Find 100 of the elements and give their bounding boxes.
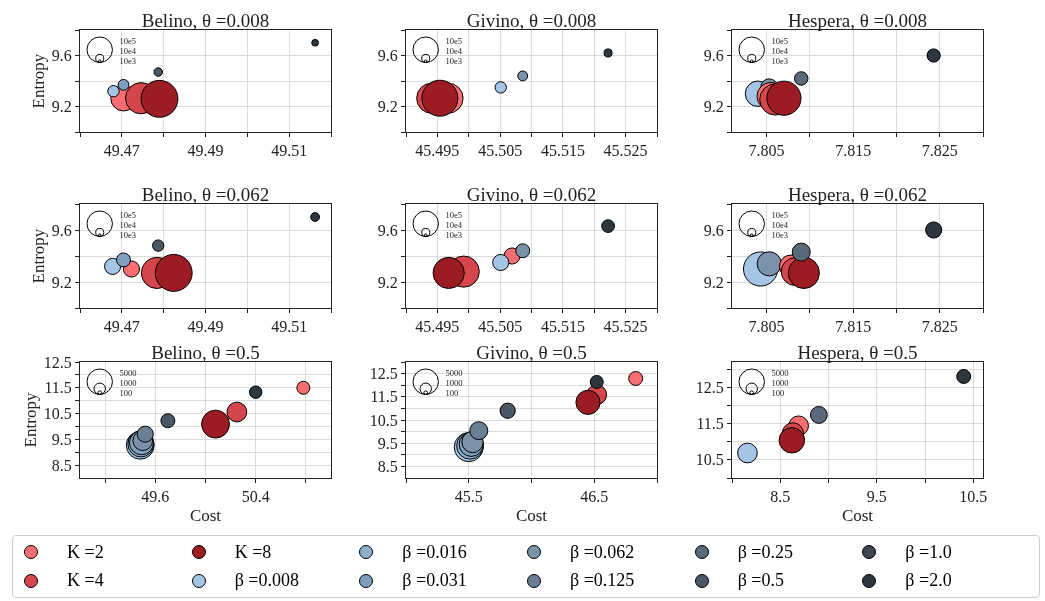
x-tick-label: 7.805 — [748, 142, 785, 160]
chart-title: Hespera, θ =0.062 — [787, 184, 928, 205]
y-tick-label: 9.5 — [377, 434, 398, 452]
y-tick-label: 12.5 — [43, 353, 72, 371]
chart-title: Belino, θ =0.5 — [151, 342, 260, 363]
x-tick-label: 7.815 — [835, 318, 872, 336]
legend-label: 10e5 — [119, 36, 136, 46]
y-tick-label: 9.5 — [51, 430, 72, 448]
legend-label: 100 — [771, 388, 785, 398]
x-tick-label: 49.49 — [187, 318, 224, 336]
y-tick-label: 9.2 — [377, 98, 398, 116]
legend-label: 1000 — [445, 378, 463, 388]
y-tick-label: 10.5 — [695, 451, 724, 469]
y-tick-label: 12.5 — [695, 378, 724, 396]
x-tick-label: 46.5 — [580, 488, 609, 506]
legend-label: 10e5 — [445, 210, 462, 220]
chart-title: Givino, θ =0.008 — [466, 10, 597, 31]
y-tick-label: 9.6 — [703, 221, 724, 239]
y-tick-label: 12.5 — [369, 365, 398, 383]
y-tick-label: 9.6 — [377, 221, 398, 239]
legend-label: 10e4 — [119, 220, 137, 230]
y-tick-label: 9.2 — [703, 98, 724, 116]
x-axis-title: Cost — [515, 505, 548, 525]
legend-label: 10e3 — [119, 230, 136, 240]
x-tick-label: 45.5 — [454, 488, 483, 506]
chart-title: Givino, θ =0.062 — [466, 184, 597, 205]
legend-label: K =4 — [67, 570, 104, 592]
legend-label: 10e5 — [445, 36, 462, 46]
legend-label: 10e4 — [119, 46, 137, 56]
x-axis-title: Cost — [841, 505, 874, 525]
x-tick-label: 7.825 — [921, 142, 958, 160]
legend-label: 5000 — [445, 368, 463, 378]
x-tick-label: 49.51 — [271, 142, 308, 160]
legend-label: 1000 — [771, 378, 789, 388]
legend-label: 10e3 — [445, 230, 462, 240]
legend-label: 10e5 — [119, 210, 136, 220]
y-axis-title: Entropy — [29, 228, 49, 284]
legend-label: 10e3 — [445, 56, 462, 66]
legend-label: 5000 — [119, 368, 137, 378]
y-tick-label: 9.2 — [377, 273, 398, 291]
chart-title: Belino, θ =0.008 — [141, 10, 270, 31]
legend-label: β =0.5 — [737, 570, 784, 592]
x-tick-label: 9.5 — [866, 488, 887, 506]
y-tick-label: 9.2 — [51, 273, 72, 291]
x-tick-label: 7.815 — [835, 142, 872, 160]
y-tick-label: 10.5 — [43, 405, 72, 423]
legend-label: β =0.25 — [737, 541, 793, 563]
legend-label: 10e5 — [771, 36, 788, 46]
x-tick-label: 7.825 — [921, 318, 958, 336]
x-tick-label: 45.495 — [415, 142, 460, 160]
y-tick-label: 9.2 — [51, 98, 72, 116]
x-tick-label: 7.805 — [748, 318, 785, 336]
legend-label: 10e4 — [771, 46, 789, 56]
y-tick-label: 9.6 — [377, 47, 398, 65]
chart-title: Givino, θ =0.5 — [476, 342, 587, 363]
legend-label: 10e3 — [771, 230, 788, 240]
legend-label: 100 — [119, 388, 133, 398]
chart-title: Hespera, θ =0.008 — [787, 10, 928, 31]
x-tick-label: 45.515 — [540, 318, 585, 336]
legend-label: 10e4 — [445, 46, 463, 56]
chart-title: Hespera, θ =0.5 — [797, 342, 918, 363]
legend-label: 1000 — [119, 378, 137, 388]
x-tick-label: 50.4 — [241, 488, 270, 506]
legend-label: K =8 — [234, 541, 272, 563]
legend-label: β =2.0 — [905, 570, 952, 592]
y-tick-label: 9.6 — [51, 221, 72, 239]
x-tick-label: 45.525 — [603, 142, 648, 160]
legend-label: 10e3 — [771, 56, 788, 66]
x-tick-label: 49.47 — [103, 318, 140, 336]
chart-title: Belino, θ =0.062 — [141, 184, 270, 205]
y-axis-title: Entropy — [21, 392, 41, 448]
x-tick-label: 49.51 — [271, 318, 308, 336]
x-tick-label: 10.5 — [959, 488, 988, 506]
x-tick-label: 49.6 — [141, 488, 170, 506]
y-axis-title: Entropy — [29, 53, 49, 109]
y-tick-label: 9.2 — [703, 273, 724, 291]
legend-label: 10e4 — [771, 220, 789, 230]
x-axis-title: Cost — [189, 505, 222, 525]
legend-label: β =0.008 — [234, 570, 299, 592]
x-tick-label: 49.47 — [103, 142, 140, 160]
y-tick-label: 11.5 — [44, 379, 72, 397]
legend-label: K =2 — [67, 541, 104, 563]
legend-label: β =1.0 — [905, 541, 952, 563]
x-tick-label: 49.49 — [187, 142, 224, 160]
x-tick-label: 45.505 — [478, 318, 523, 336]
y-tick-label: 8.5 — [51, 456, 72, 474]
y-tick-label: 9.6 — [703, 47, 724, 65]
legend-label: 10e5 — [771, 210, 788, 220]
x-tick-label: 45.515 — [540, 142, 585, 160]
y-tick-label: 9.6 — [51, 47, 72, 65]
y-tick-label: 8.5 — [377, 458, 398, 475]
legend-label: 10e3 — [119, 56, 136, 66]
legend-label: β =0.062 — [570, 541, 635, 563]
y-tick-label: 11.5 — [696, 415, 724, 433]
y-tick-label: 10.5 — [369, 411, 398, 429]
x-tick-label: 8.5 — [770, 488, 791, 506]
legend-label: β =0.031 — [402, 570, 467, 592]
y-tick-label: 11.5 — [370, 388, 398, 406]
legend-label: 100 — [445, 388, 459, 398]
legend-label: 10e4 — [445, 220, 463, 230]
